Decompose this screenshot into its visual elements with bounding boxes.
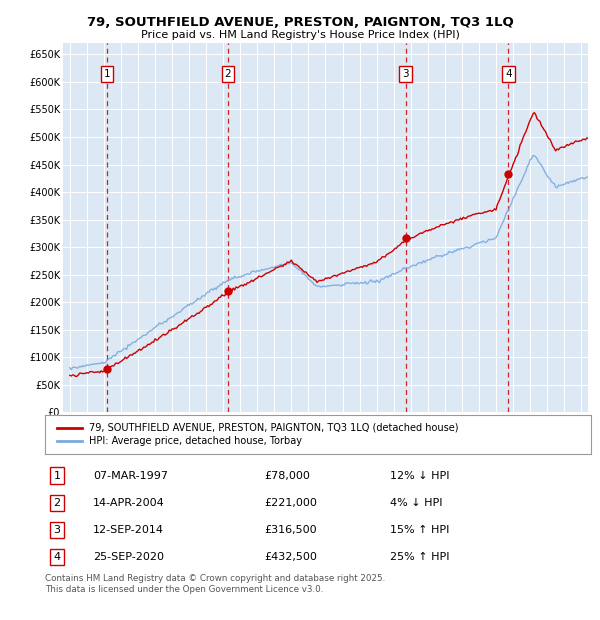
Text: Contains HM Land Registry data © Crown copyright and database right 2025.
This d: Contains HM Land Registry data © Crown c… — [45, 574, 385, 593]
Text: 3: 3 — [403, 69, 409, 79]
Text: £316,500: £316,500 — [264, 525, 317, 535]
Text: Price paid vs. HM Land Registry's House Price Index (HPI): Price paid vs. HM Land Registry's House … — [140, 30, 460, 40]
Text: 14-APR-2004: 14-APR-2004 — [93, 498, 165, 508]
Text: 25-SEP-2020: 25-SEP-2020 — [93, 552, 164, 562]
Text: 12-SEP-2014: 12-SEP-2014 — [93, 525, 164, 535]
Text: 4% ↓ HPI: 4% ↓ HPI — [390, 498, 443, 508]
Text: 25% ↑ HPI: 25% ↑ HPI — [390, 552, 449, 562]
Text: 2: 2 — [53, 498, 61, 508]
Text: £221,000: £221,000 — [264, 498, 317, 508]
Legend: 79, SOUTHFIELD AVENUE, PRESTON, PAIGNTON, TQ3 1LQ (detached house), HPI: Average: 79, SOUTHFIELD AVENUE, PRESTON, PAIGNTON… — [55, 421, 461, 448]
Text: 4: 4 — [53, 552, 61, 562]
Text: 12% ↓ HPI: 12% ↓ HPI — [390, 471, 449, 480]
Text: 2: 2 — [224, 69, 232, 79]
Text: 1: 1 — [104, 69, 110, 79]
Text: 79, SOUTHFIELD AVENUE, PRESTON, PAIGNTON, TQ3 1LQ: 79, SOUTHFIELD AVENUE, PRESTON, PAIGNTON… — [86, 16, 514, 29]
Text: £432,500: £432,500 — [264, 552, 317, 562]
Text: £78,000: £78,000 — [264, 471, 310, 480]
Text: 3: 3 — [53, 525, 61, 535]
Text: 4: 4 — [505, 69, 512, 79]
Text: 1: 1 — [53, 471, 61, 480]
Text: 15% ↑ HPI: 15% ↑ HPI — [390, 525, 449, 535]
Text: 07-MAR-1997: 07-MAR-1997 — [93, 471, 168, 480]
